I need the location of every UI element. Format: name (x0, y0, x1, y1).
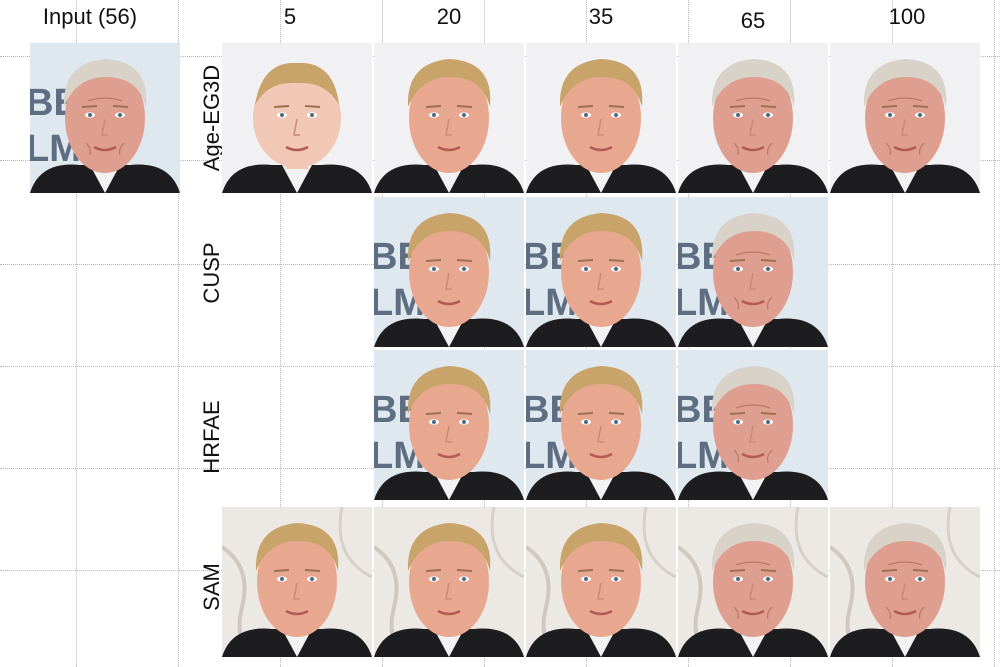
age-header-5: 5 (283, 4, 297, 29)
age-eg3d-age-20-image (374, 43, 524, 193)
grid-line (178, 0, 179, 667)
age-eg3d-age-65-image (678, 43, 828, 193)
hrfae-age-65-image: BE LM (678, 350, 828, 500)
grid-line (994, 0, 995, 667)
input-header: Input (56) (42, 4, 138, 29)
age-header-35: 35 (588, 4, 614, 29)
age-eg3d-age-35-image (526, 43, 676, 193)
grid-line (76, 0, 77, 667)
grid-line (280, 0, 281, 667)
hrfae-age-35-image: BE LM (526, 350, 676, 500)
age-header-100: 100 (888, 4, 926, 29)
row-label-cusp: CUSP (199, 242, 224, 304)
sam-age-65-image (678, 507, 828, 657)
sam-age-20-image (374, 507, 524, 657)
age-eg3d-age-5-image (222, 43, 372, 193)
input-face-image: BE LM (30, 43, 180, 193)
sam-age-5-image (222, 507, 372, 657)
age-eg3d-age-100-image (830, 43, 980, 193)
row-label-hrfae: HRFAE (199, 400, 224, 474)
sam-age-100-image (830, 507, 980, 657)
age-header-65: 65 (740, 8, 766, 33)
grid-line (892, 0, 893, 667)
cusp-age-20-image: BE LM (374, 197, 524, 347)
age-header-20: 20 (436, 4, 462, 29)
cusp-age-35-image: BE LM (526, 197, 676, 347)
sam-age-35-image (526, 507, 676, 657)
cusp-age-65-image: BE LM (678, 197, 828, 347)
hrfae-age-20-image: BE LM (374, 350, 524, 500)
